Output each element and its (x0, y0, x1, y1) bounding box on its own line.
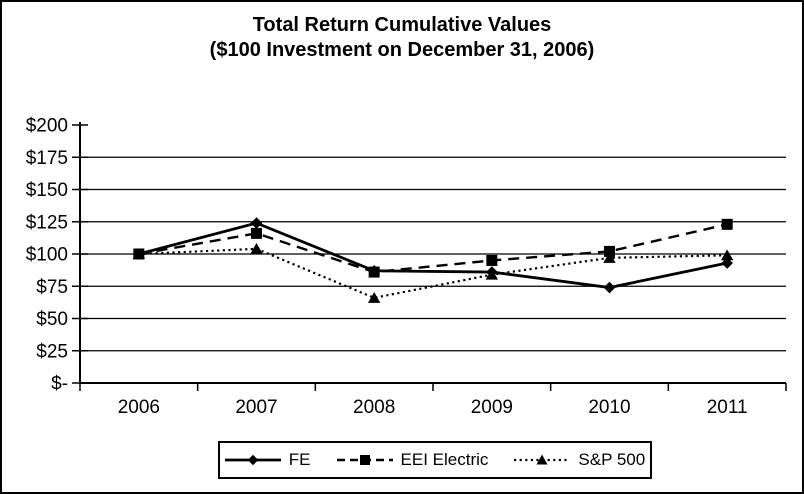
y-tick-label: $25 (36, 341, 68, 362)
y-tick-label: $50 (36, 309, 68, 330)
y-tick-label: $200 (26, 116, 68, 137)
y-tick-label: $175 (26, 148, 68, 169)
series-marker-s-p-500 (720, 249, 734, 261)
series-marker-eei-electric (721, 218, 733, 230)
y-tick-label: $150 (26, 180, 68, 201)
series-marker-eei-electric (251, 227, 262, 239)
series-marker-s-p-500 (367, 292, 381, 303)
y-tick-label: $- (51, 374, 68, 395)
x-tick-label: 2007 (235, 397, 277, 418)
series-marker-fe (250, 217, 263, 229)
x-tick-label: 2006 (118, 397, 160, 418)
x-tick-label: 2011 (707, 397, 748, 418)
series-marker-fe (603, 281, 616, 294)
x-tick-label: 2008 (353, 397, 395, 418)
chart-title-line2: ($100 Investment on December 31, 2006) (209, 39, 595, 61)
square-marker-sample-icon (336, 455, 393, 465)
chart-title-line1: Total Return Cumulative Values (252, 14, 552, 36)
diamond-marker-sample-icon (224, 454, 281, 466)
series-marker-eei-electric (368, 266, 380, 278)
series-marker-eei-electric (133, 248, 145, 260)
triangle-icon (536, 454, 548, 465)
series-marker-fe (721, 257, 733, 269)
y-tick-label: $100 (26, 245, 68, 266)
series-marker-s-p-500 (250, 243, 263, 254)
y-tick-label: $125 (26, 212, 68, 233)
legend-label-s-p-500: S&P 500 (578, 450, 646, 469)
chart-legend: FE EEI Electric S&P 500 (218, 441, 652, 479)
series-line-fe (138, 221, 728, 289)
legend-item-s-p-500: S&P 500 (514, 450, 645, 470)
square-icon (359, 455, 370, 465)
series-marker-eei-electric (486, 254, 498, 266)
x-tick-label: 2010 (588, 397, 630, 418)
series-marker-s-p-500 (603, 252, 616, 263)
series-line-s-p-500 (138, 247, 728, 300)
series-line-eei-electric (138, 223, 728, 274)
y-tick-label: $75 (36, 277, 68, 298)
x-tick-label: 2009 (471, 397, 513, 418)
chart-title: Total Return Cumulative Values ($100 Inv… (2, 13, 802, 63)
legend-item-fe: FE (224, 450, 311, 470)
legend-label-fe: FE (288, 450, 311, 469)
legend-item-eei-electric: EEI Electric (336, 450, 489, 470)
series-marker-eei-electric (604, 245, 615, 257)
series-marker-fe (486, 266, 498, 278)
legend-label-eei-electric: EEI Electric (400, 450, 489, 469)
diamond-icon (247, 454, 258, 466)
triangle-marker-sample-icon (514, 454, 571, 465)
